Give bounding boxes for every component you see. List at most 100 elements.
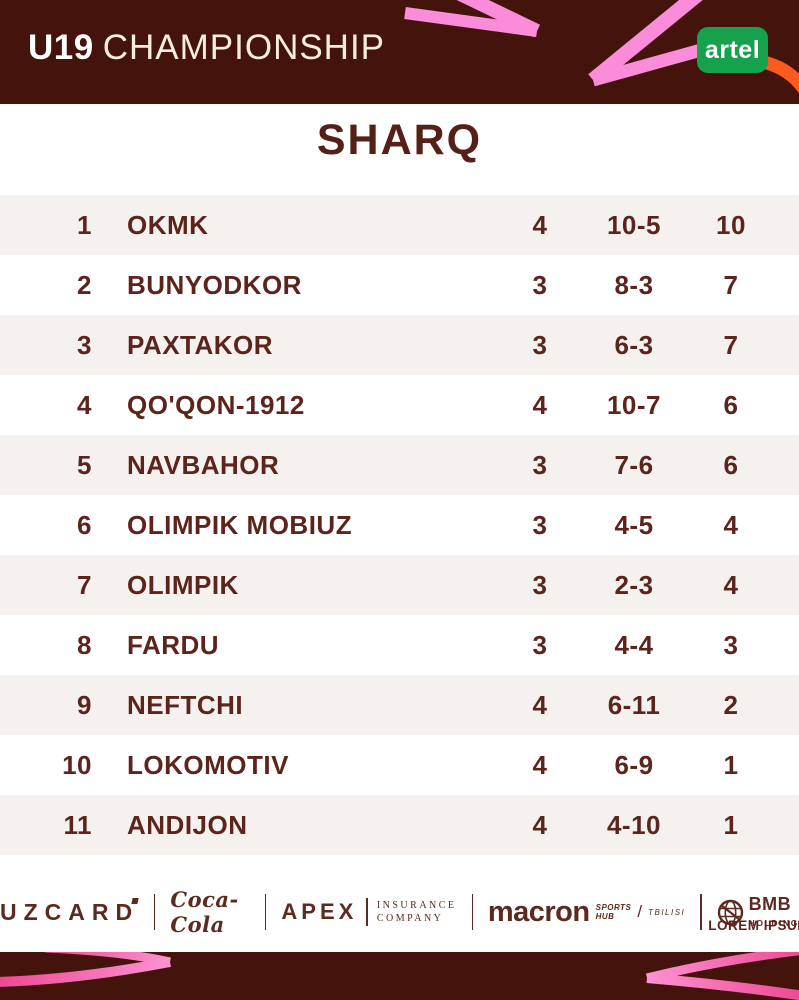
table-row: 9 NEFTCHI 4 6-11 2 [0,675,799,735]
position-cell: 5 [77,450,92,480]
table-row: 2 BUNYODKOR 3 8-3 7 [0,255,799,315]
played-cell: 4 [532,390,548,420]
goals-cell: 2-3 [614,570,654,600]
uzcard-logo: UZCARD [0,897,140,926]
played-cell: 4 [532,690,548,720]
macron-slash: / [637,902,643,921]
macron-logo-text: macron [487,895,590,928]
position-cell: 8 [77,630,92,660]
team-name: NAVBAHOR [127,450,280,480]
header-bar: U19 CHAMPIONSHIP artel [0,0,799,104]
table-row: 6 OLIMPIK MOBIUZ 3 4-5 4 [0,495,799,555]
sponsor-divider [265,894,267,930]
goals-cell: 8-3 [614,270,654,300]
bmb-name: BMB [748,893,792,914]
sponsors-bar: UZCARD Coca-Cola APEX INSURANCE COMPANY … [0,886,799,938]
globe-icon [717,899,743,925]
macron-subtext-line1: SPORTS [595,902,632,912]
apex-subtext-line2: COMPANY [376,913,444,924]
championship-title-light: CHAMPIONSHIP [102,28,386,67]
goals-cell: 10-5 [606,210,662,240]
points-cell: 1 [723,810,739,840]
team-name: OLIMPIK [127,570,239,600]
apex-subtext: INSURANCE COMPANY [377,899,457,925]
points-cell: 4 [723,570,739,600]
artel-logo: artel [697,27,768,73]
team-name: QO'QON-1912 [127,390,305,420]
macron-city-text: TBILISI [648,907,686,917]
points-cell: 2 [723,690,739,720]
points-cell: 3 [723,630,739,660]
played-cell: 3 [532,510,548,540]
position-cell: 10 [62,750,92,780]
points-cell: 1 [723,750,739,780]
goals-cell: 6-11 [607,690,661,720]
played-cell: 3 [532,330,548,360]
points-cell: 7 [723,330,739,360]
group-title: SHARQ [316,116,483,164]
table-row: 4 QO'QON-1912 4 10-7 6 [0,375,799,435]
position-cell: 6 [77,510,92,540]
apex-subtext-line1: INSURANCE [376,900,457,911]
macron-logo: macron SPORTS HUB / TBILISI [488,896,685,929]
table-row: 5 NAVBAHOR 3 7-6 6 [0,435,799,495]
table-row: 1 OKMK 4 10-5 10 [0,195,799,255]
team-name: PAXTAKOR [127,330,274,360]
goals-cell: 6-9 [614,750,654,780]
position-cell: 7 [77,570,92,600]
played-cell: 3 [532,570,548,600]
table-row: 3 PAXTAKOR 3 6-3 7 [0,315,799,375]
macron-subtext-line2: HUB [595,912,615,921]
points-cell: 6 [723,450,739,480]
position-cell: 4 [77,390,92,420]
championship-title: U19 CHAMPIONSHIP [28,28,385,68]
pink-curve-decoration [0,952,799,1000]
points-cell: 7 [723,270,739,300]
points-cell: 4 [723,510,739,540]
uzcard-logo-text: UZCARD [0,898,140,925]
uzcard-dot-icon [131,897,139,904]
goals-cell: 4-4 [614,630,654,660]
team-name: OLIMPIK MOBIUZ [127,510,353,540]
table-row: 7 OLIMPIK 3 2-3 4 [0,555,799,615]
bmb-text: BMB HOLDING [749,895,799,930]
goals-cell: 4-5 [614,510,654,540]
bmb-subtext: HOLDING [748,917,799,928]
goals-cell: 7-6 [614,450,654,480]
team-name: LOKOMOTIV [127,750,289,780]
table-row: 10 LOKOMOTIV 4 6-9 1 [0,735,799,795]
position-cell: 2 [77,270,92,300]
goals-cell: 6-3 [614,330,654,360]
goals-cell: 4-10 [606,810,662,840]
goals-cell: 10-7 [606,390,662,420]
points-cell: 6 [723,390,739,420]
team-name: OKMK [127,210,209,240]
sponsor-divider [154,894,156,930]
lorem-ipsum-text: LOREM IPSUM [708,918,799,933]
played-cell: 3 [532,270,548,300]
played-cell: 4 [532,750,548,780]
macron-subtext: SPORTS HUB [596,903,632,921]
footer-band [0,952,799,1000]
table-row: 8 FARDU 3 4-4 3 [0,615,799,675]
team-name: ANDIJON [127,810,248,840]
apex-insurance-logo: APEX INSURANCE COMPANY [281,898,456,926]
cocacola-logo: Coca-Cola [170,887,239,937]
apex-separator [366,898,368,926]
table-row: 11 ANDIJON 4 4-10 1 [0,795,799,855]
position-cell: 3 [77,330,92,360]
played-cell: 3 [532,630,548,660]
championship-title-bold: U19 [28,28,94,67]
played-cell: 4 [532,210,548,240]
team-name: FARDU [127,630,220,660]
played-cell: 4 [532,810,548,840]
team-name: BUNYODKOR [127,270,302,300]
sponsor-divider [700,894,702,930]
sponsor-divider [471,894,473,930]
apex-logo-text: APEX [281,899,358,924]
points-cell: 10 [716,210,746,240]
position-cell: 1 [77,210,92,240]
played-cell: 3 [532,450,548,480]
artel-logo-text: artel [704,35,761,64]
